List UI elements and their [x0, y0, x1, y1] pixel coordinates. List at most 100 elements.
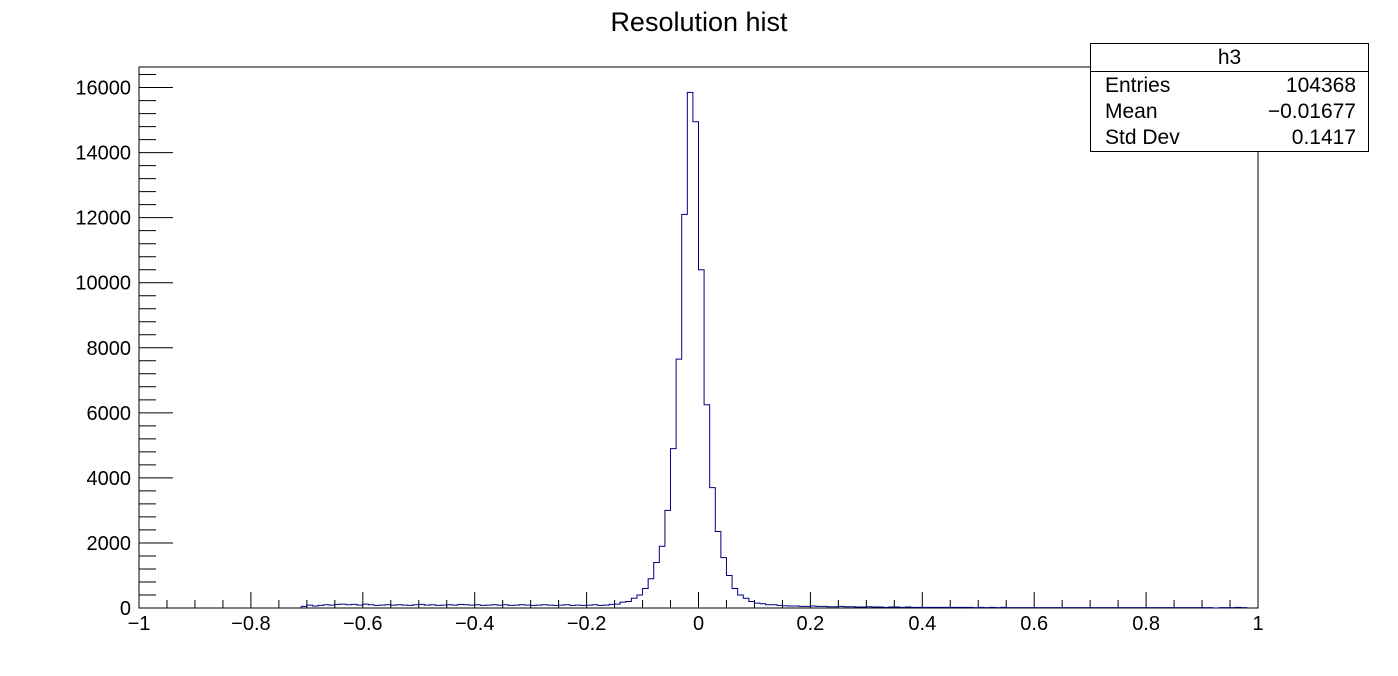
histogram-bin [352, 604, 358, 608]
histogram-bin [620, 602, 626, 608]
histogram-bin [553, 605, 559, 608]
histogram-bin [536, 605, 542, 608]
histogram-bin [827, 607, 833, 608]
histogram-bin [497, 605, 503, 608]
histogram-bin [1236, 607, 1242, 608]
stats-label-mean: Mean [1105, 100, 1158, 123]
histogram-bin [917, 607, 923, 608]
histogram-bin [419, 604, 425, 608]
histogram-bin [324, 605, 330, 608]
x-tick-label: −1 [128, 613, 151, 635]
histogram-bin [575, 605, 581, 608]
x-tick-label: −0.2 [567, 613, 606, 635]
histogram-bin [531, 605, 537, 608]
histogram-bin [603, 605, 609, 608]
histogram-bin [721, 558, 727, 608]
y-axis: 0 2000 4000 6000 8000 10000 12000 14000 16000 [75, 74, 173, 620]
histogram-bin [346, 605, 352, 608]
histogram-bin [889, 607, 895, 608]
histogram-bin [894, 607, 900, 608]
histogram-bin [436, 605, 442, 608]
histogram-bin [738, 595, 744, 608]
histogram-bin [514, 605, 520, 608]
histogram-bin [699, 270, 705, 608]
histogram-bin [844, 607, 850, 608]
histogram-bin [861, 607, 867, 608]
histogram-bin [788, 606, 794, 608]
histogram-bin [357, 605, 363, 608]
stats-value-entries: 104368 [1285, 74, 1356, 97]
stats-row-entries: Entries 104368 [1091, 72, 1368, 98]
histogram-bin [833, 607, 839, 608]
histogram-bin [631, 598, 637, 608]
histogram-bin [519, 605, 525, 608]
histogram-bin [743, 598, 749, 608]
histogram-bin [464, 605, 470, 608]
y-tick-label: 6000 [87, 403, 132, 425]
histogram-bin [671, 449, 677, 608]
histogram-bin [486, 605, 492, 608]
histogram-bin [704, 405, 710, 608]
histogram-bin [810, 606, 816, 608]
histogram-bin [682, 214, 688, 608]
histogram-bin [855, 607, 861, 608]
histogram-bin [967, 607, 973, 608]
histogram-bin [760, 604, 766, 608]
histogram-bin [782, 606, 788, 608]
x-tick-label: −0.4 [455, 613, 494, 635]
x-tick-label: 0.4 [908, 613, 936, 635]
histogram-bin [480, 605, 486, 608]
histogram-bin [883, 607, 889, 608]
histogram-bin [374, 605, 380, 608]
histogram-bin [508, 605, 514, 608]
histogram-bin [615, 604, 621, 608]
histogram-bin [777, 605, 783, 608]
histogram-bin [598, 605, 604, 608]
x-tick-label: 1 [1252, 613, 1263, 635]
histogram-bin [491, 605, 497, 608]
histogram-bin [547, 605, 553, 608]
histogram-bin [307, 605, 313, 608]
histogram-bin [335, 604, 341, 608]
histogram-bin [570, 605, 576, 608]
histogram-bin [822, 606, 828, 608]
histogram-bin [391, 605, 397, 608]
histogram-bin [648, 579, 654, 608]
histogram-bin [385, 605, 391, 608]
histogram-bin [363, 604, 369, 608]
histogram-bin [559, 605, 565, 608]
histogram-bin [838, 606, 844, 608]
histogram-bin [525, 605, 531, 608]
x-tick-label: 0 [693, 613, 704, 635]
chart-title: Resolution hist [610, 7, 788, 37]
histogram-bin [989, 607, 995, 608]
histogram-bin [637, 595, 643, 608]
y-tick-label: 0 [120, 598, 131, 620]
histogram-bin [458, 604, 464, 608]
y-tick-label: 4000 [87, 468, 132, 490]
histogram-bin [1001, 607, 1007, 608]
histogram-bin [592, 605, 598, 608]
histogram-bin [430, 605, 436, 608]
histogram-bin [794, 606, 800, 608]
histogram-bin [542, 605, 548, 608]
histogram-bin [956, 607, 962, 608]
histogram-bin [771, 605, 777, 608]
histogram-bin [659, 546, 665, 608]
histogram-bin [581, 605, 587, 608]
histogram-bin [447, 605, 453, 608]
histogram-bin [503, 605, 509, 608]
histogram-bin [329, 605, 335, 608]
histogram-bin [475, 605, 481, 608]
stats-row-stddev: Std Dev 0.1417 [1091, 124, 1368, 150]
histogram-bin [945, 607, 951, 608]
histogram-bin [318, 605, 324, 608]
stats-label-stddev: Std Dev [1105, 126, 1180, 149]
stats-row-mean: Mean −0.01677 [1091, 98, 1368, 124]
stats-box-title: h3 [1091, 44, 1368, 72]
histogram-bin [710, 488, 716, 608]
histogram-bin [878, 607, 884, 608]
histogram-bin [452, 605, 458, 608]
histogram-bin [441, 605, 447, 608]
histogram-bin [654, 562, 660, 608]
